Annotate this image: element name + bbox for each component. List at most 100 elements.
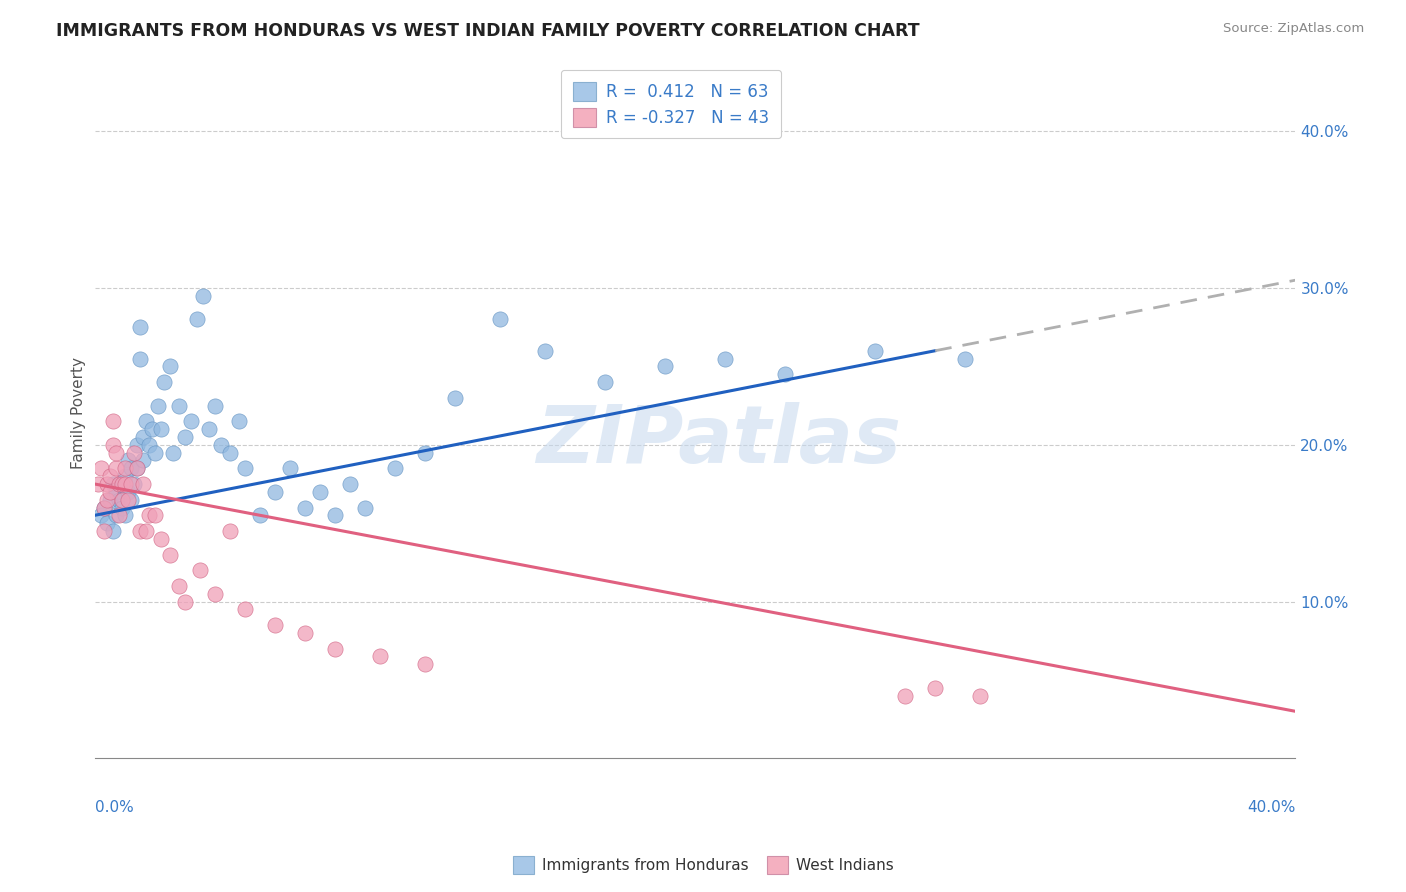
Point: [969, 689, 991, 703]
Point: [125, 461, 148, 475]
Point: [107, 508, 129, 523]
Point: [209, 438, 232, 452]
Point: [96, 477, 118, 491]
Point: [186, 312, 208, 326]
Point: [204, 587, 226, 601]
Point: [924, 681, 946, 695]
Point: [135, 414, 157, 428]
Point: [128, 351, 150, 366]
Point: [146, 399, 169, 413]
Point: [384, 461, 406, 475]
Point: [90, 508, 112, 523]
Point: [110, 477, 132, 491]
Text: 40.0%: 40.0%: [1247, 800, 1295, 814]
Point: [101, 477, 124, 491]
Text: IMMIGRANTS FROM HONDURAS VS WEST INDIAN FAMILY POVERTY CORRELATION CHART: IMMIGRANTS FROM HONDURAS VS WEST INDIAN …: [56, 22, 920, 40]
Point: [233, 461, 256, 475]
Point: [125, 461, 148, 475]
Point: [413, 657, 436, 672]
Point: [294, 500, 316, 515]
Point: [101, 438, 124, 452]
Point: [135, 524, 157, 538]
Point: [96, 492, 118, 507]
Point: [197, 422, 219, 436]
Point: [93, 500, 115, 515]
Point: [114, 469, 136, 483]
Point: [138, 438, 160, 452]
Point: [278, 461, 301, 475]
Point: [204, 399, 226, 413]
Point: [98, 469, 121, 483]
Point: [218, 445, 240, 459]
Point: [96, 516, 118, 531]
Point: [107, 492, 129, 507]
Point: [249, 508, 271, 523]
Point: [98, 484, 121, 499]
Point: [104, 508, 127, 523]
Point: [323, 508, 346, 523]
Legend: R =  0.412   N = 63, R = -0.327   N = 43: R = 0.412 N = 63, R = -0.327 N = 43: [561, 70, 780, 138]
Point: [117, 484, 139, 499]
Point: [138, 508, 160, 523]
Point: [263, 618, 285, 632]
Point: [353, 500, 375, 515]
Point: [167, 579, 190, 593]
Point: [173, 430, 195, 444]
Point: [953, 351, 976, 366]
Point: [131, 430, 153, 444]
Point: [120, 477, 142, 491]
Point: [593, 375, 616, 389]
Point: [773, 368, 796, 382]
Point: [114, 508, 136, 523]
Point: [339, 477, 361, 491]
Point: [489, 312, 512, 326]
Y-axis label: Family Poverty: Family Poverty: [72, 358, 86, 469]
Point: [308, 484, 330, 499]
Point: [107, 477, 129, 491]
Point: [143, 508, 166, 523]
Point: [173, 594, 195, 608]
Point: [143, 445, 166, 459]
Point: [93, 524, 115, 538]
Point: [104, 461, 127, 475]
Point: [149, 532, 172, 546]
Point: [120, 492, 142, 507]
Point: [114, 477, 136, 491]
Point: [534, 343, 557, 358]
Text: Source: ZipAtlas.com: Source: ZipAtlas.com: [1223, 22, 1364, 36]
Point: [101, 414, 124, 428]
Point: [218, 524, 240, 538]
Point: [233, 602, 256, 616]
Point: [149, 422, 172, 436]
Point: [714, 351, 737, 366]
Point: [128, 524, 150, 538]
Point: [294, 626, 316, 640]
Point: [122, 445, 145, 459]
Point: [128, 320, 150, 334]
Point: [114, 461, 136, 475]
Point: [120, 461, 142, 475]
Point: [413, 445, 436, 459]
Point: [86, 477, 108, 491]
Point: [443, 391, 465, 405]
Point: [167, 399, 190, 413]
Point: [131, 477, 153, 491]
Point: [162, 445, 184, 459]
Point: [228, 414, 250, 428]
Point: [323, 641, 346, 656]
Legend: Immigrants from Honduras, West Indians: Immigrants from Honduras, West Indians: [506, 850, 900, 880]
Point: [159, 359, 181, 374]
Point: [152, 375, 174, 389]
Point: [125, 438, 148, 452]
Point: [107, 477, 129, 491]
Point: [104, 484, 127, 499]
Point: [368, 649, 391, 664]
Point: [122, 477, 145, 491]
Point: [93, 500, 115, 515]
Point: [141, 422, 163, 436]
Point: [90, 461, 112, 475]
Point: [110, 500, 132, 515]
Point: [863, 343, 886, 358]
Point: [98, 492, 121, 507]
Point: [654, 359, 676, 374]
